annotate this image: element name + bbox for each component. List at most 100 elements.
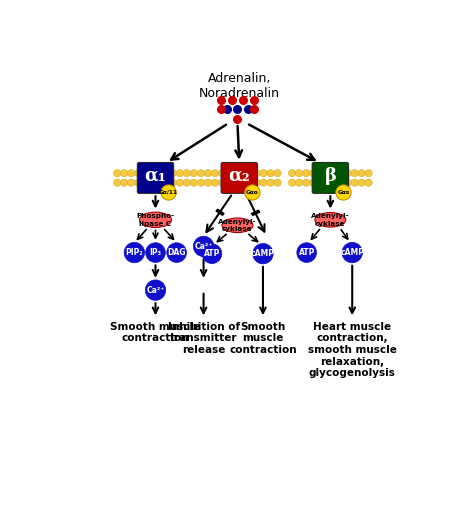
Text: α₁: α₁: [145, 167, 166, 184]
Circle shape: [146, 280, 166, 300]
Circle shape: [211, 179, 219, 187]
Circle shape: [295, 179, 303, 187]
Circle shape: [253, 243, 273, 264]
Circle shape: [141, 170, 149, 177]
Circle shape: [197, 170, 205, 177]
Ellipse shape: [222, 218, 253, 233]
Circle shape: [323, 179, 330, 187]
Circle shape: [148, 179, 155, 187]
Circle shape: [135, 170, 142, 177]
FancyBboxPatch shape: [312, 162, 348, 193]
Ellipse shape: [139, 212, 172, 227]
Circle shape: [310, 170, 317, 177]
Circle shape: [274, 179, 281, 187]
Circle shape: [190, 170, 197, 177]
Circle shape: [176, 179, 183, 187]
Circle shape: [246, 179, 254, 187]
Circle shape: [295, 170, 303, 177]
FancyBboxPatch shape: [221, 162, 257, 193]
Circle shape: [146, 243, 165, 263]
Circle shape: [316, 179, 324, 187]
Circle shape: [162, 179, 170, 187]
Ellipse shape: [315, 213, 346, 227]
Text: Adenylyl-
cyklase: Adenylyl- cyklase: [218, 219, 257, 232]
Circle shape: [323, 170, 330, 177]
Text: Smooth
muscle
contraction: Smooth muscle contraction: [229, 322, 297, 355]
Circle shape: [260, 179, 267, 187]
Circle shape: [274, 170, 281, 177]
Circle shape: [239, 170, 246, 177]
Circle shape: [239, 179, 246, 187]
Text: Adrenalin,
Noradrenalin: Adrenalin, Noradrenalin: [199, 72, 280, 100]
Circle shape: [120, 170, 128, 177]
Circle shape: [162, 170, 170, 177]
Circle shape: [161, 185, 176, 200]
Circle shape: [358, 170, 365, 177]
Circle shape: [297, 243, 317, 263]
Circle shape: [211, 170, 219, 177]
Circle shape: [204, 179, 211, 187]
Circle shape: [246, 170, 254, 177]
Text: Heart muscle
contraction,
smooth muscle
relaxation,
glycogenolysis: Heart muscle contraction, smooth muscle …: [308, 322, 397, 378]
Circle shape: [141, 179, 149, 187]
Circle shape: [344, 179, 351, 187]
Circle shape: [169, 170, 176, 177]
Text: ATP: ATP: [299, 248, 315, 257]
Circle shape: [330, 170, 337, 177]
Circle shape: [128, 170, 135, 177]
Circle shape: [342, 242, 363, 263]
Circle shape: [155, 170, 163, 177]
Circle shape: [218, 179, 226, 187]
Circle shape: [316, 170, 324, 177]
Circle shape: [289, 170, 296, 177]
Circle shape: [232, 170, 239, 177]
Text: Gαo: Gαo: [246, 190, 259, 195]
Circle shape: [337, 170, 345, 177]
Text: cAMP: cAMP: [340, 248, 364, 257]
Circle shape: [267, 170, 274, 177]
Circle shape: [169, 179, 176, 187]
Text: Smooth muscle
contraction: Smooth muscle contraction: [110, 322, 201, 343]
Circle shape: [120, 179, 128, 187]
Circle shape: [358, 179, 365, 187]
Circle shape: [183, 170, 191, 177]
Text: Phospho-
lipase C: Phospho- lipase C: [137, 213, 174, 226]
Text: α₂: α₂: [228, 167, 250, 184]
Circle shape: [155, 179, 163, 187]
Circle shape: [267, 179, 274, 187]
Circle shape: [289, 179, 296, 187]
Circle shape: [337, 179, 345, 187]
Text: ATP: ATP: [204, 249, 220, 258]
Circle shape: [310, 179, 317, 187]
FancyBboxPatch shape: [137, 162, 173, 193]
Circle shape: [124, 242, 145, 263]
Circle shape: [183, 179, 191, 187]
Circle shape: [148, 170, 155, 177]
Circle shape: [351, 179, 358, 187]
Circle shape: [202, 244, 222, 264]
Circle shape: [135, 179, 142, 187]
Circle shape: [128, 179, 135, 187]
Text: PIP₂: PIP₂: [126, 248, 143, 257]
Circle shape: [225, 179, 232, 187]
Text: IP₃: IP₃: [149, 248, 162, 257]
Circle shape: [245, 185, 260, 200]
Circle shape: [190, 179, 197, 187]
Text: Ca²⁺: Ca²⁺: [194, 242, 213, 251]
Text: Inhibition of
transmitter
release: Inhibition of transmitter release: [167, 322, 240, 355]
Circle shape: [302, 179, 310, 187]
Circle shape: [167, 243, 186, 263]
Text: Gα/11: Gα/11: [159, 190, 178, 195]
Circle shape: [225, 170, 232, 177]
Text: cAMP: cAMP: [251, 249, 275, 258]
Text: Ca²⁺: Ca²⁺: [146, 286, 164, 295]
Circle shape: [260, 170, 267, 177]
Circle shape: [253, 179, 260, 187]
Circle shape: [351, 170, 358, 177]
Circle shape: [344, 170, 351, 177]
Circle shape: [218, 170, 226, 177]
Text: Adenylyl-
cyklase: Adenylyl- cyklase: [311, 213, 350, 226]
Circle shape: [176, 170, 183, 177]
Circle shape: [330, 179, 337, 187]
Circle shape: [302, 170, 310, 177]
